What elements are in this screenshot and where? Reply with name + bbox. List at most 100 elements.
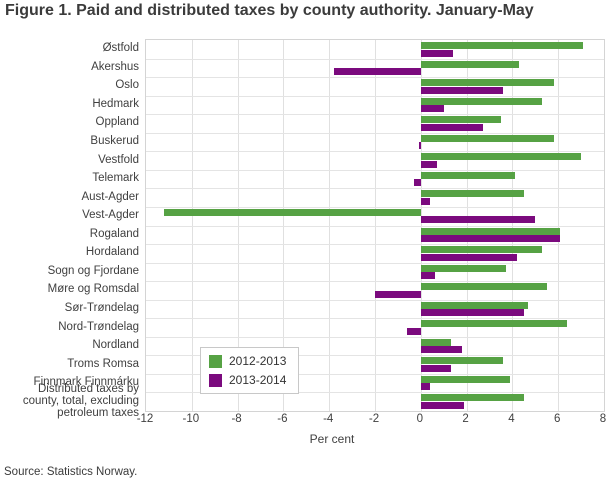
grid-line-horizontal — [146, 299, 604, 301]
bar-2012-2013 — [420, 97, 543, 105]
bar-2012-2013 — [420, 246, 543, 254]
category-label: Oppland — [95, 116, 139, 129]
bar-2012-2013 — [420, 320, 568, 328]
legend-item-2013-2014: 2013-2014 — [209, 373, 286, 387]
category-label: Akershus — [91, 60, 139, 73]
bar-2012-2013 — [420, 134, 554, 142]
bar-2013-2014 — [333, 68, 421, 76]
bar-2012-2013 — [420, 153, 582, 161]
category-label: Troms Romsa — [67, 357, 139, 370]
x-tick-label: -8 — [231, 413, 242, 425]
category-label: Aust-Agder — [81, 190, 139, 203]
bar-2012-2013 — [420, 116, 501, 124]
bar-2013-2014 — [413, 179, 421, 187]
x-tick-label: 6 — [553, 413, 561, 425]
figure-title: Figure 1. Paid and distributed taxes by … — [5, 2, 534, 19]
bar-2012-2013 — [420, 227, 561, 235]
grid-line-horizontal — [146, 206, 604, 208]
category-label: Østfold — [102, 42, 139, 55]
grid-line-horizontal — [146, 318, 604, 320]
bar-2013-2014 — [420, 235, 561, 242]
grid-line-horizontal — [146, 373, 604, 375]
x-tick-label: 8 — [599, 413, 607, 425]
category-label: Oslo — [115, 79, 139, 92]
bar-2013-2014 — [420, 383, 430, 391]
bar-2013-2014 — [420, 216, 536, 224]
grid-line-horizontal — [146, 355, 604, 357]
x-tick-label: 2 — [462, 413, 469, 425]
grid-line-horizontal — [146, 188, 604, 190]
source-note: Source: Statistics Norway. — [4, 466, 138, 478]
bar-2013-2014 — [420, 346, 463, 354]
bar-2012-2013 — [420, 375, 511, 383]
grid-line-horizontal — [146, 132, 604, 134]
category-label: Nordland — [92, 339, 139, 352]
bar-2013-2014 — [420, 364, 451, 372]
category-label: Hordaland — [85, 246, 139, 259]
x-tick-label: 4 — [508, 413, 515, 425]
x-tick-label: -4 — [323, 413, 334, 425]
bar-2012-2013 — [420, 190, 524, 198]
bar-2013-2014 — [418, 142, 421, 150]
bar-2013-2014 — [420, 253, 517, 261]
bar-2013-2014 — [420, 49, 453, 57]
bar-2012-2013 — [420, 283, 547, 291]
grid-line-horizontal — [146, 225, 604, 227]
bar-2012-2013 — [420, 79, 554, 87]
category-label: Vest-Agder — [82, 209, 139, 222]
grid-line-horizontal — [146, 77, 604, 79]
grid-line-horizontal — [146, 169, 604, 171]
bar-2012-2013 — [420, 42, 584, 49]
x-tick-label: -2 — [368, 413, 380, 425]
grid-line-horizontal — [146, 151, 604, 153]
grid-line-horizontal — [146, 95, 604, 97]
legend-swatch-purple — [209, 373, 222, 387]
category-label: Buskerud — [90, 135, 139, 148]
x-tick-label: -12 — [136, 413, 154, 425]
x-tick-label: -10 — [182, 413, 200, 425]
category-label: Møre og Romsdal — [47, 283, 139, 296]
bar-2012-2013 — [420, 338, 451, 346]
x-tick-label: -6 — [277, 413, 288, 425]
category-label: Telemark — [92, 172, 139, 185]
category-label: Sør-Trøndelag — [64, 301, 139, 314]
bar-2013-2014 — [420, 86, 504, 94]
bar-2013-2014 — [420, 160, 437, 168]
bar-2013-2014 — [420, 272, 435, 280]
legend-swatch-green — [209, 354, 222, 368]
category-label: Finnmark Finnmárku — [33, 376, 139, 389]
bar-2013-2014 — [420, 309, 524, 317]
bar-2012-2013 — [420, 171, 515, 179]
grid-line-horizontal — [146, 244, 604, 246]
grid-line-horizontal — [146, 392, 604, 394]
bar-2012-2013 — [420, 357, 504, 365]
category-label: Rogaland — [89, 227, 139, 240]
x-axis-title: Per cent — [309, 432, 355, 446]
grid-line-horizontal — [146, 336, 604, 338]
category-label: Nord-Trøndelag — [58, 320, 139, 333]
bar-2013-2014 — [407, 327, 421, 335]
legend-item-2012-2013: 2012-2013 — [209, 354, 286, 368]
bar-2013-2014 — [420, 197, 430, 205]
x-tick-label: 0 — [416, 413, 423, 425]
category-label: Vestfold — [98, 153, 139, 166]
grid-line-horizontal — [146, 114, 604, 116]
bar-2012-2013 — [420, 394, 524, 402]
legend-label: 2013-2014 — [229, 373, 287, 387]
category-label: Distributed taxes by county, total, excl… — [22, 382, 139, 419]
grid-line-horizontal — [146, 262, 604, 264]
bar-2012-2013 — [164, 208, 421, 216]
bar-2013-2014 — [375, 290, 421, 298]
bar-2012-2013 — [420, 60, 520, 68]
bar-2013-2014 — [420, 123, 483, 131]
grid-line-horizontal — [146, 281, 604, 283]
bar-2013-2014 — [420, 401, 465, 409]
category-label: Sogn og Fjordane — [47, 264, 139, 277]
bar-2012-2013 — [420, 264, 506, 272]
grid-line-horizontal — [146, 58, 604, 60]
bar-2012-2013 — [420, 301, 529, 309]
category-label: Hedmark — [92, 97, 139, 110]
legend: 2012-2013 2013-2014 — [200, 347, 300, 394]
legend-label: 2012-2013 — [229, 354, 287, 368]
